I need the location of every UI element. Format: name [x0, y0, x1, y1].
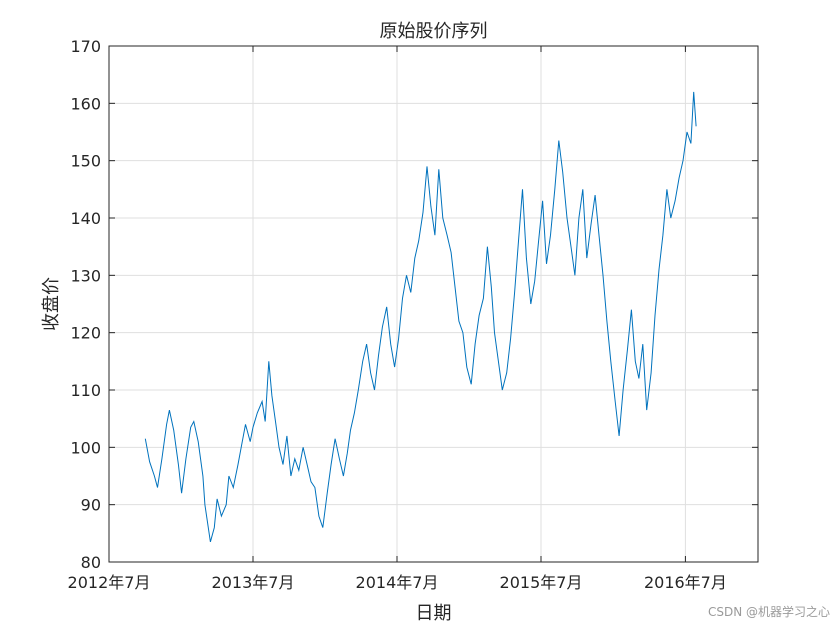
chart-title: 原始股价序列: [380, 21, 488, 42]
x-tick-label: 2016年7月: [644, 573, 727, 592]
y-tick-label: 170: [70, 37, 101, 56]
x-tick-label: 2012年7月: [68, 573, 151, 592]
y-tick-label: 110: [70, 381, 101, 400]
y-tick-label: 150: [70, 152, 101, 171]
y-tick-label: 90: [81, 496, 101, 515]
x-tick-label: 2015年7月: [500, 573, 583, 592]
y-tick-label: 130: [70, 266, 101, 285]
y-tick-label: 120: [70, 324, 101, 343]
y-tick-label: 80: [81, 553, 101, 572]
ticks: 80 90 100 110 120 130 140 150 160 170 2012年7月 2013年…: [68, 37, 758, 592]
axes-box: [108, 45, 759, 563]
series-line: [144, 91, 697, 543]
x-axis-label: 日期: [416, 603, 452, 624]
plot-area: [109, 46, 758, 562]
watermark: CSDN @机器学习之心: [707, 605, 830, 619]
y-axis-label: 收盘价: [41, 277, 62, 331]
x-tick-label: 2013年7月: [212, 573, 295, 592]
y-tick-label: 100: [70, 438, 101, 457]
y-tick-label: 160: [70, 94, 101, 113]
y-tick-label: 140: [70, 209, 101, 228]
x-tick-label: 2014年7月: [356, 573, 439, 592]
